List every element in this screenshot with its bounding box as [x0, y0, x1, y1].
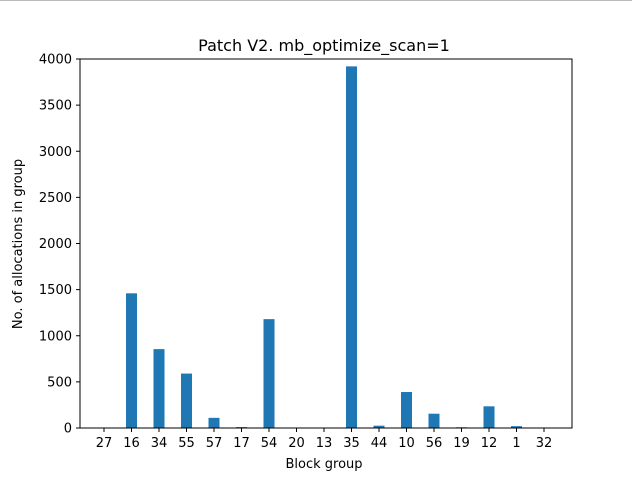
- x-tick-label: 57: [206, 436, 223, 451]
- x-tick-label: 19: [453, 436, 470, 451]
- x-tick-label: 32: [536, 436, 553, 451]
- x-tick-label: 54: [261, 436, 278, 451]
- y-tick-label: 500: [47, 375, 72, 390]
- y-tick-label: 2500: [39, 191, 72, 206]
- x-tick-label: 56: [426, 436, 443, 451]
- x-tick-label: 44: [371, 436, 388, 451]
- x-tick-label: 34: [151, 436, 168, 451]
- bar-12: [483, 406, 495, 428]
- y-axis-label: No. of allocations in group: [11, 159, 26, 329]
- y-tick-label: 0: [64, 422, 72, 437]
- x-tick-label: 17: [233, 436, 250, 451]
- x-tick-label: 16: [123, 436, 140, 451]
- bar-57: [208, 417, 220, 428]
- bar-10: [401, 392, 412, 428]
- x-tick-label: 55: [178, 436, 195, 451]
- x-tick-label: 1: [512, 436, 520, 451]
- y-tick-label: 2000: [39, 237, 72, 252]
- bars-group: [98, 66, 550, 428]
- bar-55: [181, 373, 192, 428]
- x-tick-label: 12: [481, 436, 498, 451]
- x-axis-label: Block group: [285, 457, 362, 472]
- window-top-border: [0, 0, 632, 1]
- plot-area: 27 16 34 55 57 17 54 20 13 35 44 10 56 19 12 1 32 0 500 10…: [39, 53, 573, 451]
- bar-35: [346, 66, 357, 428]
- y-tick-label: 4000: [39, 53, 72, 68]
- bar-1: [511, 426, 522, 428]
- x-tick-label: 13: [316, 436, 333, 451]
- y-tick-label: 3000: [39, 145, 72, 160]
- x-tick-label: 10: [398, 436, 415, 451]
- plot-frame: [79, 58, 573, 429]
- x-tick-label: 20: [288, 436, 305, 451]
- x-axis-ticks: 27 16 34 55 57 17 54 20 13 35 44 10 56 19 12 1 32: [96, 428, 553, 451]
- bar-34: [153, 349, 165, 428]
- bar-44: [373, 425, 385, 428]
- x-tick-label: 27: [96, 436, 113, 451]
- bar-56: [428, 413, 440, 428]
- y-tick-label: 1500: [39, 283, 72, 298]
- y-axis-ticks: 0 500 1000 1500 2000 2500 3000 3500 4000: [39, 53, 80, 437]
- x-tick-label: 35: [343, 436, 360, 451]
- chart-title: Patch V2. mb_optimize_scan=1: [198, 36, 450, 56]
- y-tick-label: 3500: [39, 99, 72, 114]
- bar-16: [126, 293, 137, 428]
- y-tick-label: 1000: [39, 329, 72, 344]
- bar-54: [263, 319, 275, 428]
